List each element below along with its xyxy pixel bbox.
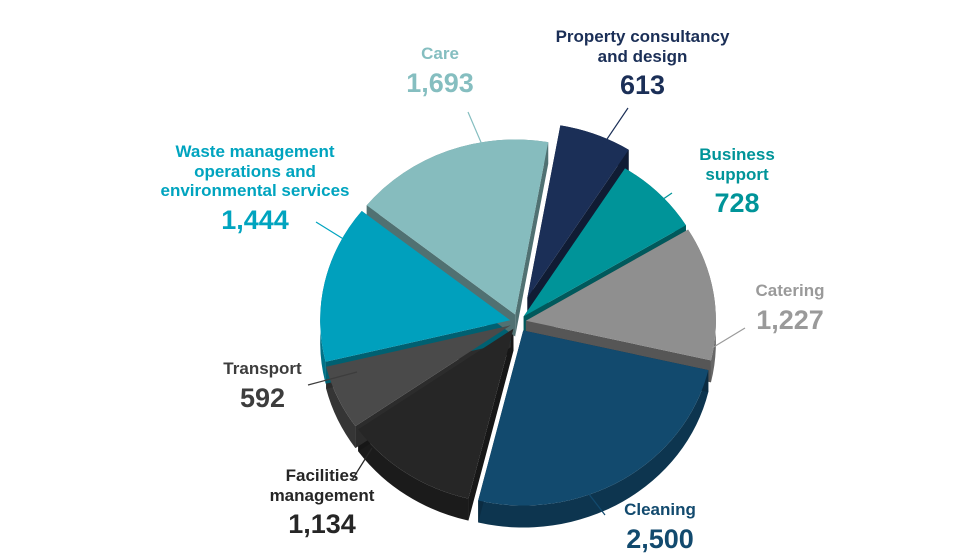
leader-line-transport	[307, 371, 358, 386]
label-waste: Waste management operations and environm…	[140, 142, 370, 236]
label-waste-value: 1,444	[221, 204, 289, 235]
label-transport: Transport 592	[205, 359, 320, 414]
slice-side-cleaning	[478, 370, 709, 528]
slice-facilities-management	[358, 328, 514, 499]
label-catering-name: Catering	[755, 281, 825, 300]
label-catering-value: 1,227	[756, 304, 824, 335]
label-business: Business support 728	[688, 145, 786, 219]
leader-line-facilities-management	[351, 447, 373, 481]
label-waste-name: Waste management operations and environm…	[160, 142, 350, 201]
slice-property-consultancy-and-design	[527, 125, 629, 298]
label-cleaning-name: Cleaning	[624, 500, 696, 519]
label-facilities: Facilities management 1,134	[252, 466, 392, 540]
leader-line-waste-management-operations-and-environmental-services	[315, 221, 346, 241]
label-catering: Catering 1,227	[740, 281, 840, 336]
label-property: Property consultancy and design 613	[540, 27, 745, 101]
label-business-value: 728	[714, 188, 760, 219]
label-property-value: 613	[619, 70, 666, 101]
leader-line-property-consultancy-and-design	[602, 107, 629, 146]
slice-business-support	[523, 168, 686, 317]
label-property-name: Property consultancy and design	[555, 27, 730, 66]
slice-catering	[525, 229, 716, 361]
slice-side-transport	[326, 366, 356, 449]
leader-lines	[307, 107, 746, 516]
label-transport-name: Transport	[223, 359, 302, 378]
label-care: Care 1,693	[385, 44, 495, 99]
slice-transport	[326, 325, 511, 427]
pie-slice-tops	[320, 125, 716, 506]
label-transport-value: 592	[239, 382, 286, 413]
slice-care	[366, 139, 549, 315]
slice-cleaning	[478, 330, 709, 506]
label-facilities-name: Facilities management	[269, 466, 375, 505]
leader-line-business-support	[652, 192, 673, 207]
slice-cut-facilities-management-0	[468, 328, 514, 521]
label-facilities-value: 1,134	[288, 509, 356, 540]
slice-cut-care-1	[515, 142, 549, 337]
slice-waste-management-operations-and-environmental-services	[320, 211, 511, 362]
leader-line-cleaning	[574, 475, 606, 516]
leader-line-catering	[711, 327, 746, 349]
label-cleaning: Cleaning 2,500	[605, 500, 715, 555]
label-care-value: 1,693	[406, 67, 474, 98]
label-business-name: Business support	[699, 145, 775, 184]
slice-side-facilities-management	[358, 429, 469, 521]
leader-line-care	[467, 111, 484, 148]
label-cleaning-value: 2,500	[626, 523, 694, 554]
label-care-name: Care	[421, 44, 459, 63]
